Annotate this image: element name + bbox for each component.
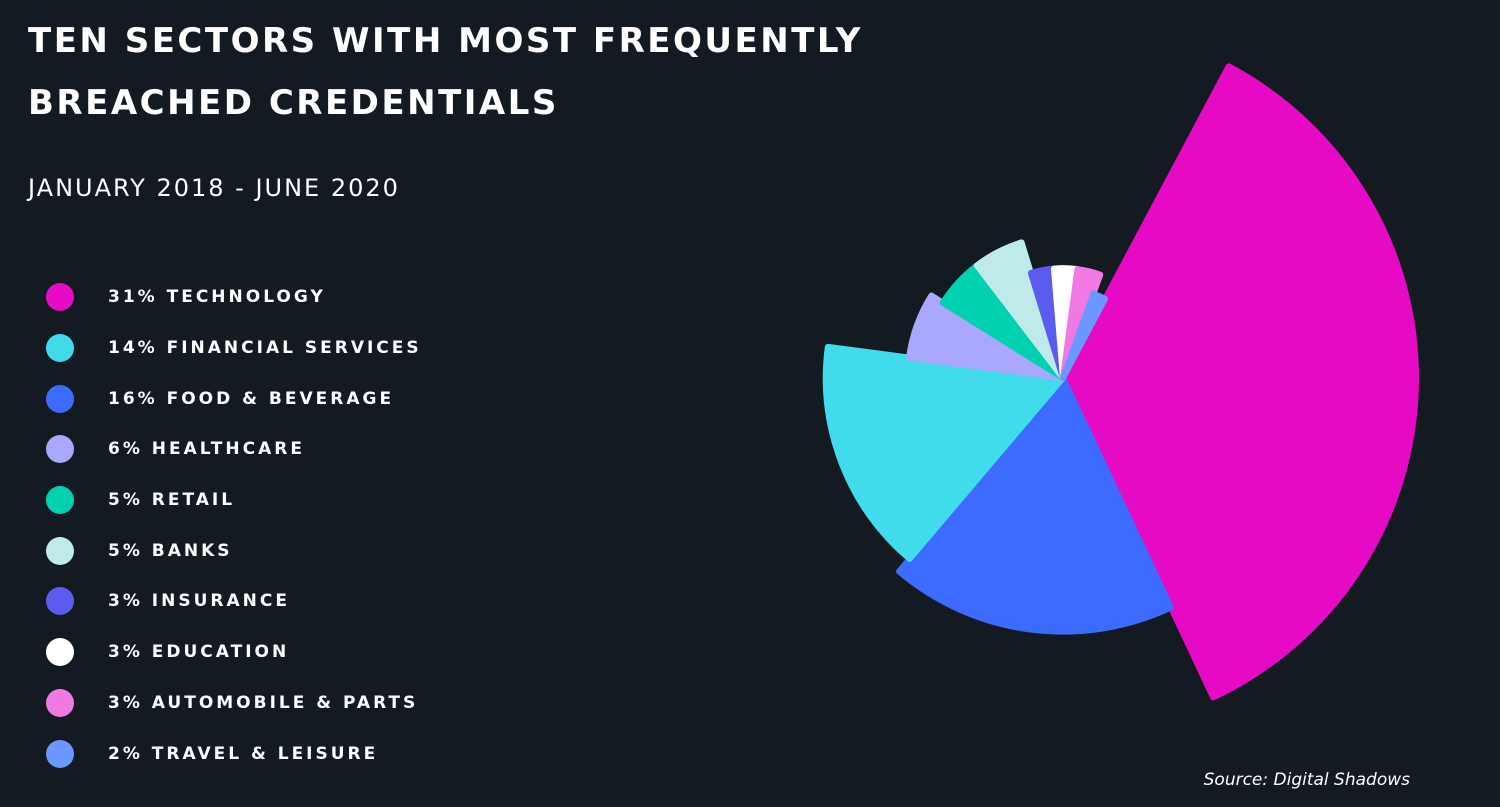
- title-line-1: TEN SECTORS WITH MOST FREQUENTLY: [28, 21, 863, 61]
- legend-swatch: [46, 384, 74, 413]
- legend-swatch: [46, 638, 74, 667]
- pie-slice-food-beverage: [896, 375, 1174, 635]
- legend-swatch: [46, 587, 74, 616]
- legend-item-education: 3% EDUCATION: [46, 627, 422, 678]
- legend-item-insurance: 3% INSURANCE: [46, 576, 422, 627]
- legend-label: 5% RETAIL: [108, 490, 236, 511]
- legend-label: 31% TECHNOLOGY: [108, 287, 326, 308]
- pie-slices: [822, 63, 1419, 701]
- pie-slice-financial-services: [822, 343, 1066, 562]
- title-line-2: BREACHED CREDENTIALS: [28, 83, 559, 123]
- legend-swatch: [46, 334, 74, 363]
- legend-label: 3% EDUCATION: [108, 642, 290, 663]
- legend-item-technology: 31% TECHNOLOGY: [46, 272, 422, 323]
- legend-item-travel-leisure: 2% TRAVEL & LEISURE: [46, 728, 422, 779]
- legend-label: 3% INSURANCE: [108, 591, 290, 612]
- chart-title: TEN SECTORS WITH MOST FREQUENTLY BREACHE…: [28, 10, 888, 134]
- source-note: Source: Digital Shadows: [1203, 770, 1410, 790]
- legend-item-retail: 5% RETAIL: [46, 475, 422, 526]
- legend-label: 14% FINANCIAL SERVICES: [108, 338, 422, 359]
- legend-label: 16% FOOD & BEVERAGE: [108, 388, 395, 409]
- legend-label: 5% BANKS: [108, 540, 233, 561]
- legend-item-banks: 5% BANKS: [46, 525, 422, 576]
- legend-label: 6% HEALTHCARE: [108, 439, 305, 460]
- legend-label: 2% TRAVEL & LEISURE: [108, 743, 379, 764]
- legend-swatch: [46, 486, 74, 515]
- pie-slice-travel-leisure: [1060, 290, 1109, 381]
- legend-label: 3% AUTOMOBILE & PARTS: [108, 692, 419, 713]
- legend-item-automobile-parts: 3% AUTOMOBILE & PARTS: [46, 678, 422, 729]
- legend-swatch: [46, 739, 74, 768]
- legend-item-financial-services: 14% FINANCIAL SERVICES: [46, 323, 422, 374]
- legend-item-healthcare: 6% HEALTHCARE: [46, 424, 422, 475]
- chart-subtitle: JANUARY 2018 - JUNE 2020: [28, 174, 400, 202]
- legend-swatch: [46, 688, 74, 717]
- pie-slice-technology: [1060, 63, 1419, 701]
- legend-swatch: [46, 536, 74, 565]
- legend: 31% TECHNOLOGY 14% FINANCIAL SERVICES 16…: [46, 272, 422, 779]
- pie-slice-banks: [973, 239, 1066, 381]
- legend-item-food-beverage: 16% FOOD & BEVERAGE: [46, 373, 422, 424]
- legend-swatch: [46, 435, 74, 464]
- legend-swatch: [46, 283, 74, 312]
